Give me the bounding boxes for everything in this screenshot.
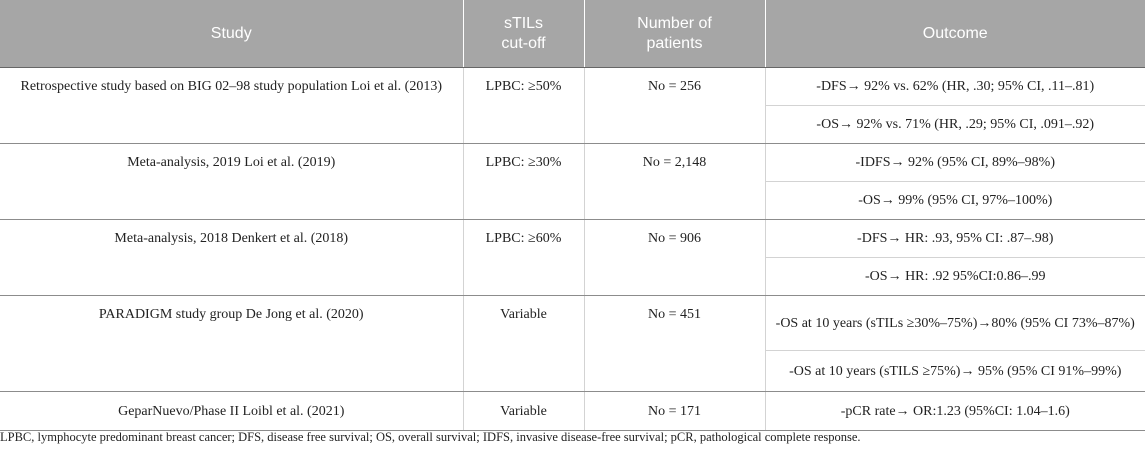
- table-row: Retrospective study based on BIG 02–98 s…: [0, 67, 1145, 144]
- outcome-cell: -OS at 10 years (sTILS ≥75%)→ 95% (95% C…: [765, 350, 1145, 392]
- outcome-cell: -OS→ HR: .92 95%CI:0.86–.99: [765, 257, 1145, 296]
- header-stils-cutoff: sTILs cut-off: [463, 0, 585, 68]
- study-cell: Meta-analysis, 2018 Denkert et al. (2018…: [0, 219, 464, 296]
- header-stils-cutoff-text: sTILs cut-off: [501, 14, 546, 52]
- cutoff-cell: Variable: [463, 295, 585, 392]
- study-cell: Retrospective study based on BIG 02–98 s…: [0, 67, 464, 144]
- header-study: Study: [0, 0, 464, 68]
- table-row: -OS→ HR: .92 95%CI:0.86–.99: [0, 257, 1145, 296]
- table-row: -OS→ 99% (95% CI, 97%–100%): [0, 181, 1145, 220]
- header-outcome: Outcome: [765, 0, 1145, 68]
- header-number-of-patients-text: Number of patients: [637, 14, 712, 52]
- cutoff-cell: LPBC: ≥60%: [463, 219, 585, 296]
- table-row: Meta-analysis, 2018 Denkert et al. (2018…: [0, 219, 1145, 296]
- patients-cell: No = 2,148: [584, 143, 766, 220]
- table-row: -OS→ 92% vs. 71% (HR, .29; 95% CI, .091–…: [0, 105, 1145, 144]
- study-cell: GeparNuevo/Phase II Loibl et al. (2021): [0, 391, 464, 431]
- table-row: PARADIGM study group De Jong et al. (202…: [0, 295, 1145, 392]
- outcome-cell: -DFS→ 92% vs. 62% (HR, .30; 95% CI, .11–…: [765, 67, 1145, 106]
- outcome-cell: -OS at 10 years (sTILs ≥30%–75%)→80% (95…: [765, 295, 1145, 351]
- patients-cell: No = 256: [584, 67, 766, 144]
- cutoff-cell: LPBC: ≥50%: [463, 67, 585, 144]
- cutoff-cell: LPBC: ≥30%: [463, 143, 585, 220]
- outcome-cell: -OS→ 92% vs. 71% (HR, .29; 95% CI, .091–…: [765, 105, 1145, 144]
- table-row: -OS at 10 years (sTILS ≥75%)→ 95% (95% C…: [0, 350, 1145, 392]
- outcome-cell: -IDFS→ 92% (95% CI, 89%–98%): [765, 143, 1145, 182]
- table-body: Retrospective study based on BIG 02–98 s…: [0, 67, 1145, 431]
- outcome-cell: -DFS→ HR: .93, 95% CI: .87–.98): [765, 219, 1145, 258]
- outcome-cell: -pCR rate→ OR:1.23 (95%CI: 1.04–1.6): [765, 391, 1145, 431]
- patients-cell: No = 451: [584, 295, 766, 392]
- patients-cell: No = 906: [584, 219, 766, 296]
- table-footnote: LPBC, lymphocyte predominant breast canc…: [0, 430, 861, 444]
- stils-outcome-table: Study sTILs cut-off Number of patients O…: [0, 0, 1145, 431]
- cutoff-cell: Variable: [463, 391, 585, 431]
- table-row: GeparNuevo/Phase II Loibl et al. (2021) …: [0, 391, 1145, 431]
- patients-cell: No = 171: [584, 391, 766, 431]
- study-cell: Meta-analysis, 2019 Loi et al. (2019): [0, 143, 464, 220]
- study-cell: PARADIGM study group De Jong et al. (202…: [0, 295, 464, 392]
- header-number-of-patients: Number of patients: [584, 0, 766, 68]
- outcome-cell: -OS→ 99% (95% CI, 97%–100%): [765, 181, 1145, 220]
- header-row: Study sTILs cut-off Number of patients O…: [0, 0, 1145, 68]
- table-header: Study sTILs cut-off Number of patients O…: [0, 0, 1145, 68]
- table-row: Meta-analysis, 2019 Loi et al. (2019) LP…: [0, 143, 1145, 220]
